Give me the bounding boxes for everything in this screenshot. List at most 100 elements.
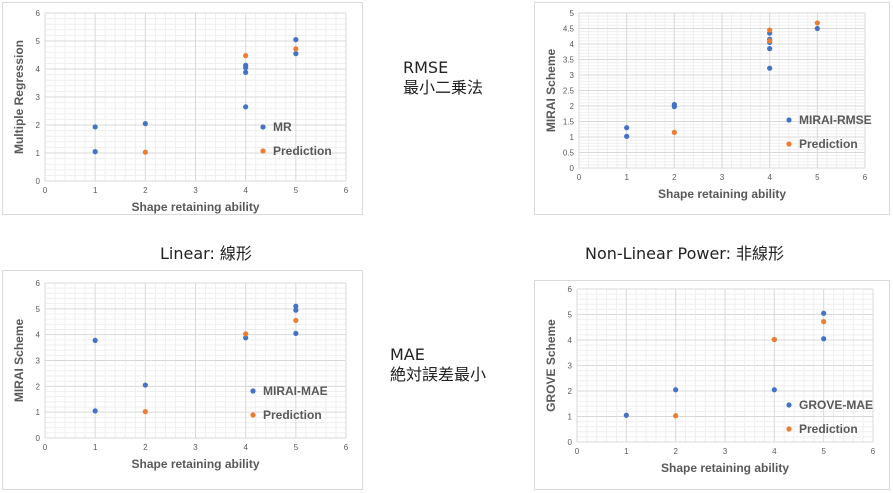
x-tick-label: 4 — [243, 186, 248, 195]
y-tick-label: 1 — [36, 408, 41, 417]
y-tick-label: 4.5 — [563, 25, 575, 34]
data-point-actual — [92, 408, 98, 414]
x-tick-label: 1 — [624, 173, 629, 182]
y-tick-label: 3.5 — [563, 56, 575, 65]
chart-panel-mr: 0 1 2 3 4 5 6 0 1 2 3 4 5 6 Shape retaining ability Mul… — [2, 2, 363, 215]
y-tick-label: 3 — [36, 93, 41, 102]
data-point-prediction — [293, 317, 299, 324]
legend-label: GROVE-MAE — [799, 398, 873, 412]
x-axis-label: Shape retaining ability — [658, 187, 786, 201]
y-tick-label: 0.5 — [563, 149, 575, 158]
legend-marker — [786, 402, 792, 408]
scatter-chart-mirai-rmse: 0 1 2 3 4 5 6 0 0.5 1 1.5 2 2.5 3 3.5 4 4.5 5 Shape retain… — [544, 9, 872, 201]
data-point-prediction — [142, 409, 148, 415]
mae-subtitle: 絶対誤差最小 — [390, 365, 487, 384]
data-point-actual — [821, 336, 827, 342]
data-point-actual — [92, 149, 98, 155]
x-tick-label: 5 — [815, 173, 820, 182]
y-tick-label: 4 — [570, 40, 575, 49]
mae-title: MAE — [390, 345, 425, 364]
chart-panel-grove-mae: 0 1 2 3 4 5 6 0 1 2 3 4 5 6 Shape retaining ability GRO… — [534, 280, 890, 490]
y-tick-label: 5 — [36, 305, 41, 314]
legend-label: MIRAI-MAE — [263, 384, 328, 398]
y-tick-label: 5 — [570, 9, 575, 18]
data-point-actual — [92, 124, 98, 130]
legend-label: Prediction — [799, 422, 858, 436]
legend-marker — [250, 412, 256, 418]
legend-label: MIRAI-RMSE — [799, 113, 872, 127]
y-tick-label: 3 — [570, 71, 575, 80]
x-tick-label: 3 — [193, 443, 198, 452]
data-point-actual — [767, 46, 773, 52]
data-point-actual — [293, 37, 299, 43]
linear-caption: Linear: 線形 — [160, 244, 252, 263]
mae-caption: MAE 絶対誤差最小 — [390, 345, 486, 385]
data-point-actual — [243, 104, 249, 110]
data-point-actual — [293, 330, 299, 336]
data-point-prediction — [767, 27, 773, 33]
chart-panel-mirai-mae: 0 1 2 3 4 5 6 0 1 2 3 4 5 6 Shape retaining ability MIR… — [2, 270, 363, 490]
data-point-actual — [243, 62, 249, 68]
rmse-title: RMSE — [403, 58, 449, 77]
data-point-actual — [814, 25, 820, 32]
data-point-prediction — [671, 129, 677, 135]
data-point-actual — [623, 412, 629, 418]
y-tick-label: 2 — [568, 387, 573, 396]
data-point-prediction — [142, 149, 148, 155]
rmse-caption: RMSE 最小二乗法 — [403, 58, 483, 98]
legend-label: MR — [273, 120, 292, 134]
y-tick-label: 3 — [568, 362, 573, 371]
data-point-actual — [293, 51, 299, 57]
x-tick-label: 5 — [294, 443, 299, 452]
legend-label: Prediction — [273, 144, 332, 158]
legend-marker — [250, 388, 256, 394]
x-tick-label: 2 — [143, 443, 148, 452]
x-tick-label: 2 — [673, 447, 678, 456]
data-point-actual — [624, 133, 630, 139]
y-tick-label: 1 — [570, 133, 575, 142]
y-axis-label: GROVE Scheme — [544, 319, 558, 412]
x-tick-label: 3 — [720, 173, 725, 182]
x-tick-label: 4 — [767, 173, 772, 182]
y-tick-label: 0 — [36, 177, 41, 186]
x-axis-label: Shape retaining ability — [131, 200, 259, 214]
data-point-prediction — [767, 38, 773, 44]
x-tick-label: 4 — [243, 443, 248, 452]
data-point-actual — [293, 307, 299, 313]
x-tick-label: 3 — [193, 186, 198, 195]
y-tick-label: 4 — [36, 65, 41, 74]
data-point-prediction — [243, 52, 249, 59]
y-tick-label: 2 — [570, 102, 575, 111]
scatter-chart-mirai-mae: 0 1 2 3 4 5 6 0 1 2 3 4 5 6 Shape retaining ability MIR… — [12, 279, 349, 471]
legend-marker — [786, 426, 792, 432]
data-point-prediction — [243, 331, 249, 337]
data-point-actual — [243, 335, 249, 341]
y-tick-label: 1.5 — [563, 118, 575, 127]
y-tick-label: 2.5 — [563, 87, 575, 96]
legend-marker — [260, 124, 266, 130]
data-point-prediction — [814, 20, 820, 26]
x-tick-label: 2 — [143, 186, 148, 195]
y-tick-label: 4 — [36, 331, 41, 340]
x-tick-label: 3 — [723, 447, 728, 456]
data-point-actual — [92, 337, 98, 343]
x-tick-label: 6 — [344, 186, 349, 195]
y-tick-label: 6 — [36, 279, 41, 288]
chart-panel-mirai-rmse: 0 1 2 3 4 5 6 0 0.5 1 1.5 2 2.5 3 3.5 4 4.5 5 Shape retain… — [534, 2, 890, 215]
y-tick-label: 2 — [36, 121, 41, 130]
legend-label: Prediction — [799, 137, 858, 151]
x-tick-label: 5 — [821, 447, 826, 456]
y-tick-label: 5 — [36, 37, 41, 46]
y-tick-label: 0 — [36, 434, 41, 443]
data-point-prediction — [673, 413, 679, 419]
y-axis-label: Multiple Regression — [12, 40, 26, 154]
legend-label: Prediction — [263, 408, 322, 422]
data-point-actual — [142, 121, 148, 127]
x-tick-label: 0 — [43, 443, 48, 452]
y-axis-label: MIRAI Scheme — [544, 48, 558, 132]
y-tick-label: 4 — [568, 336, 573, 345]
x-tick-label: 1 — [93, 443, 98, 452]
legend-marker — [786, 117, 792, 123]
legend-marker — [260, 148, 266, 154]
y-tick-label: 6 — [36, 9, 41, 18]
